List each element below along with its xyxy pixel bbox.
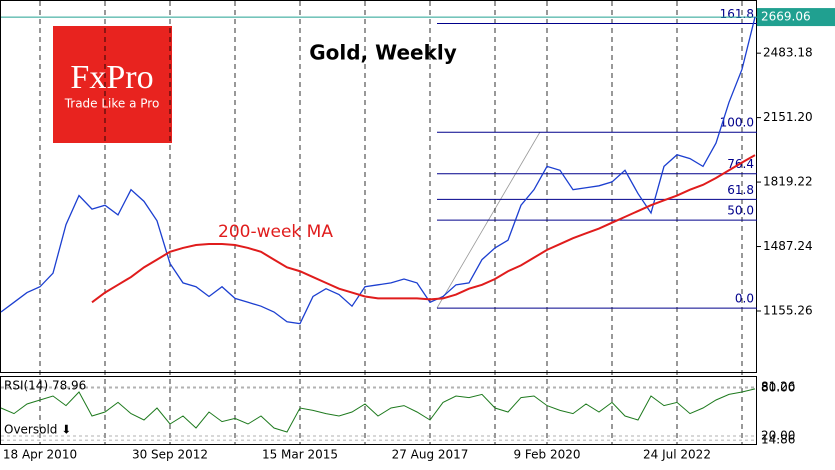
chart-title: Gold, Weekly bbox=[309, 41, 457, 65]
fib-label: 61.8 bbox=[727, 183, 754, 197]
x-tick-label: 24 Jul 2022 bbox=[643, 448, 711, 462]
fib-label: 161.8 bbox=[720, 7, 754, 21]
x-tick-label: 18 Apr 2010 bbox=[3, 448, 77, 462]
last-price-box bbox=[757, 8, 835, 27]
rsi-panel bbox=[0, 376, 757, 445]
rsi-tick-label: 80.00 bbox=[761, 381, 795, 395]
y-tick-label: 2483.18 bbox=[763, 46, 813, 60]
y-tick-label: 1155.26 bbox=[763, 303, 813, 317]
ma-label: 200-week MA bbox=[218, 222, 333, 242]
rsi-tick-label: 20.00 bbox=[761, 429, 795, 443]
y-tick-label: 1819.22 bbox=[763, 175, 813, 189]
y-tick-label: 2151.20 bbox=[763, 110, 813, 124]
x-tick-label: 27 Aug 2017 bbox=[392, 448, 469, 462]
price-line bbox=[0, 16, 756, 325]
x-tick-label: 30 Sep 2012 bbox=[132, 448, 208, 462]
logo-name: FxPro bbox=[70, 59, 153, 96]
rsi-tick-label: 81.26 bbox=[761, 379, 795, 393]
logo-box bbox=[53, 26, 172, 143]
logo-tagline: Trade Like a Pro bbox=[64, 97, 160, 111]
fib-label: 50.0 bbox=[727, 204, 754, 218]
fib-label: 0.0 bbox=[735, 292, 754, 306]
rsi-tick-label: 14.86 bbox=[761, 433, 795, 447]
x-tick-label: 15 Mar 2015 bbox=[262, 448, 338, 462]
x-tick-label: 9 Feb 2020 bbox=[513, 448, 580, 462]
fib-label: 100.0 bbox=[720, 116, 754, 130]
rsi-annotation: Oversold ⬇ bbox=[4, 423, 71, 437]
rsi-line bbox=[0, 388, 756, 433]
price-panel bbox=[0, 0, 757, 373]
last-price-label: 2669.06 bbox=[761, 10, 811, 24]
y-tick-label: 1487.24 bbox=[763, 239, 813, 253]
rsi-title: RSI(14) 78.96 bbox=[4, 379, 86, 393]
ma-line bbox=[91, 154, 756, 304]
